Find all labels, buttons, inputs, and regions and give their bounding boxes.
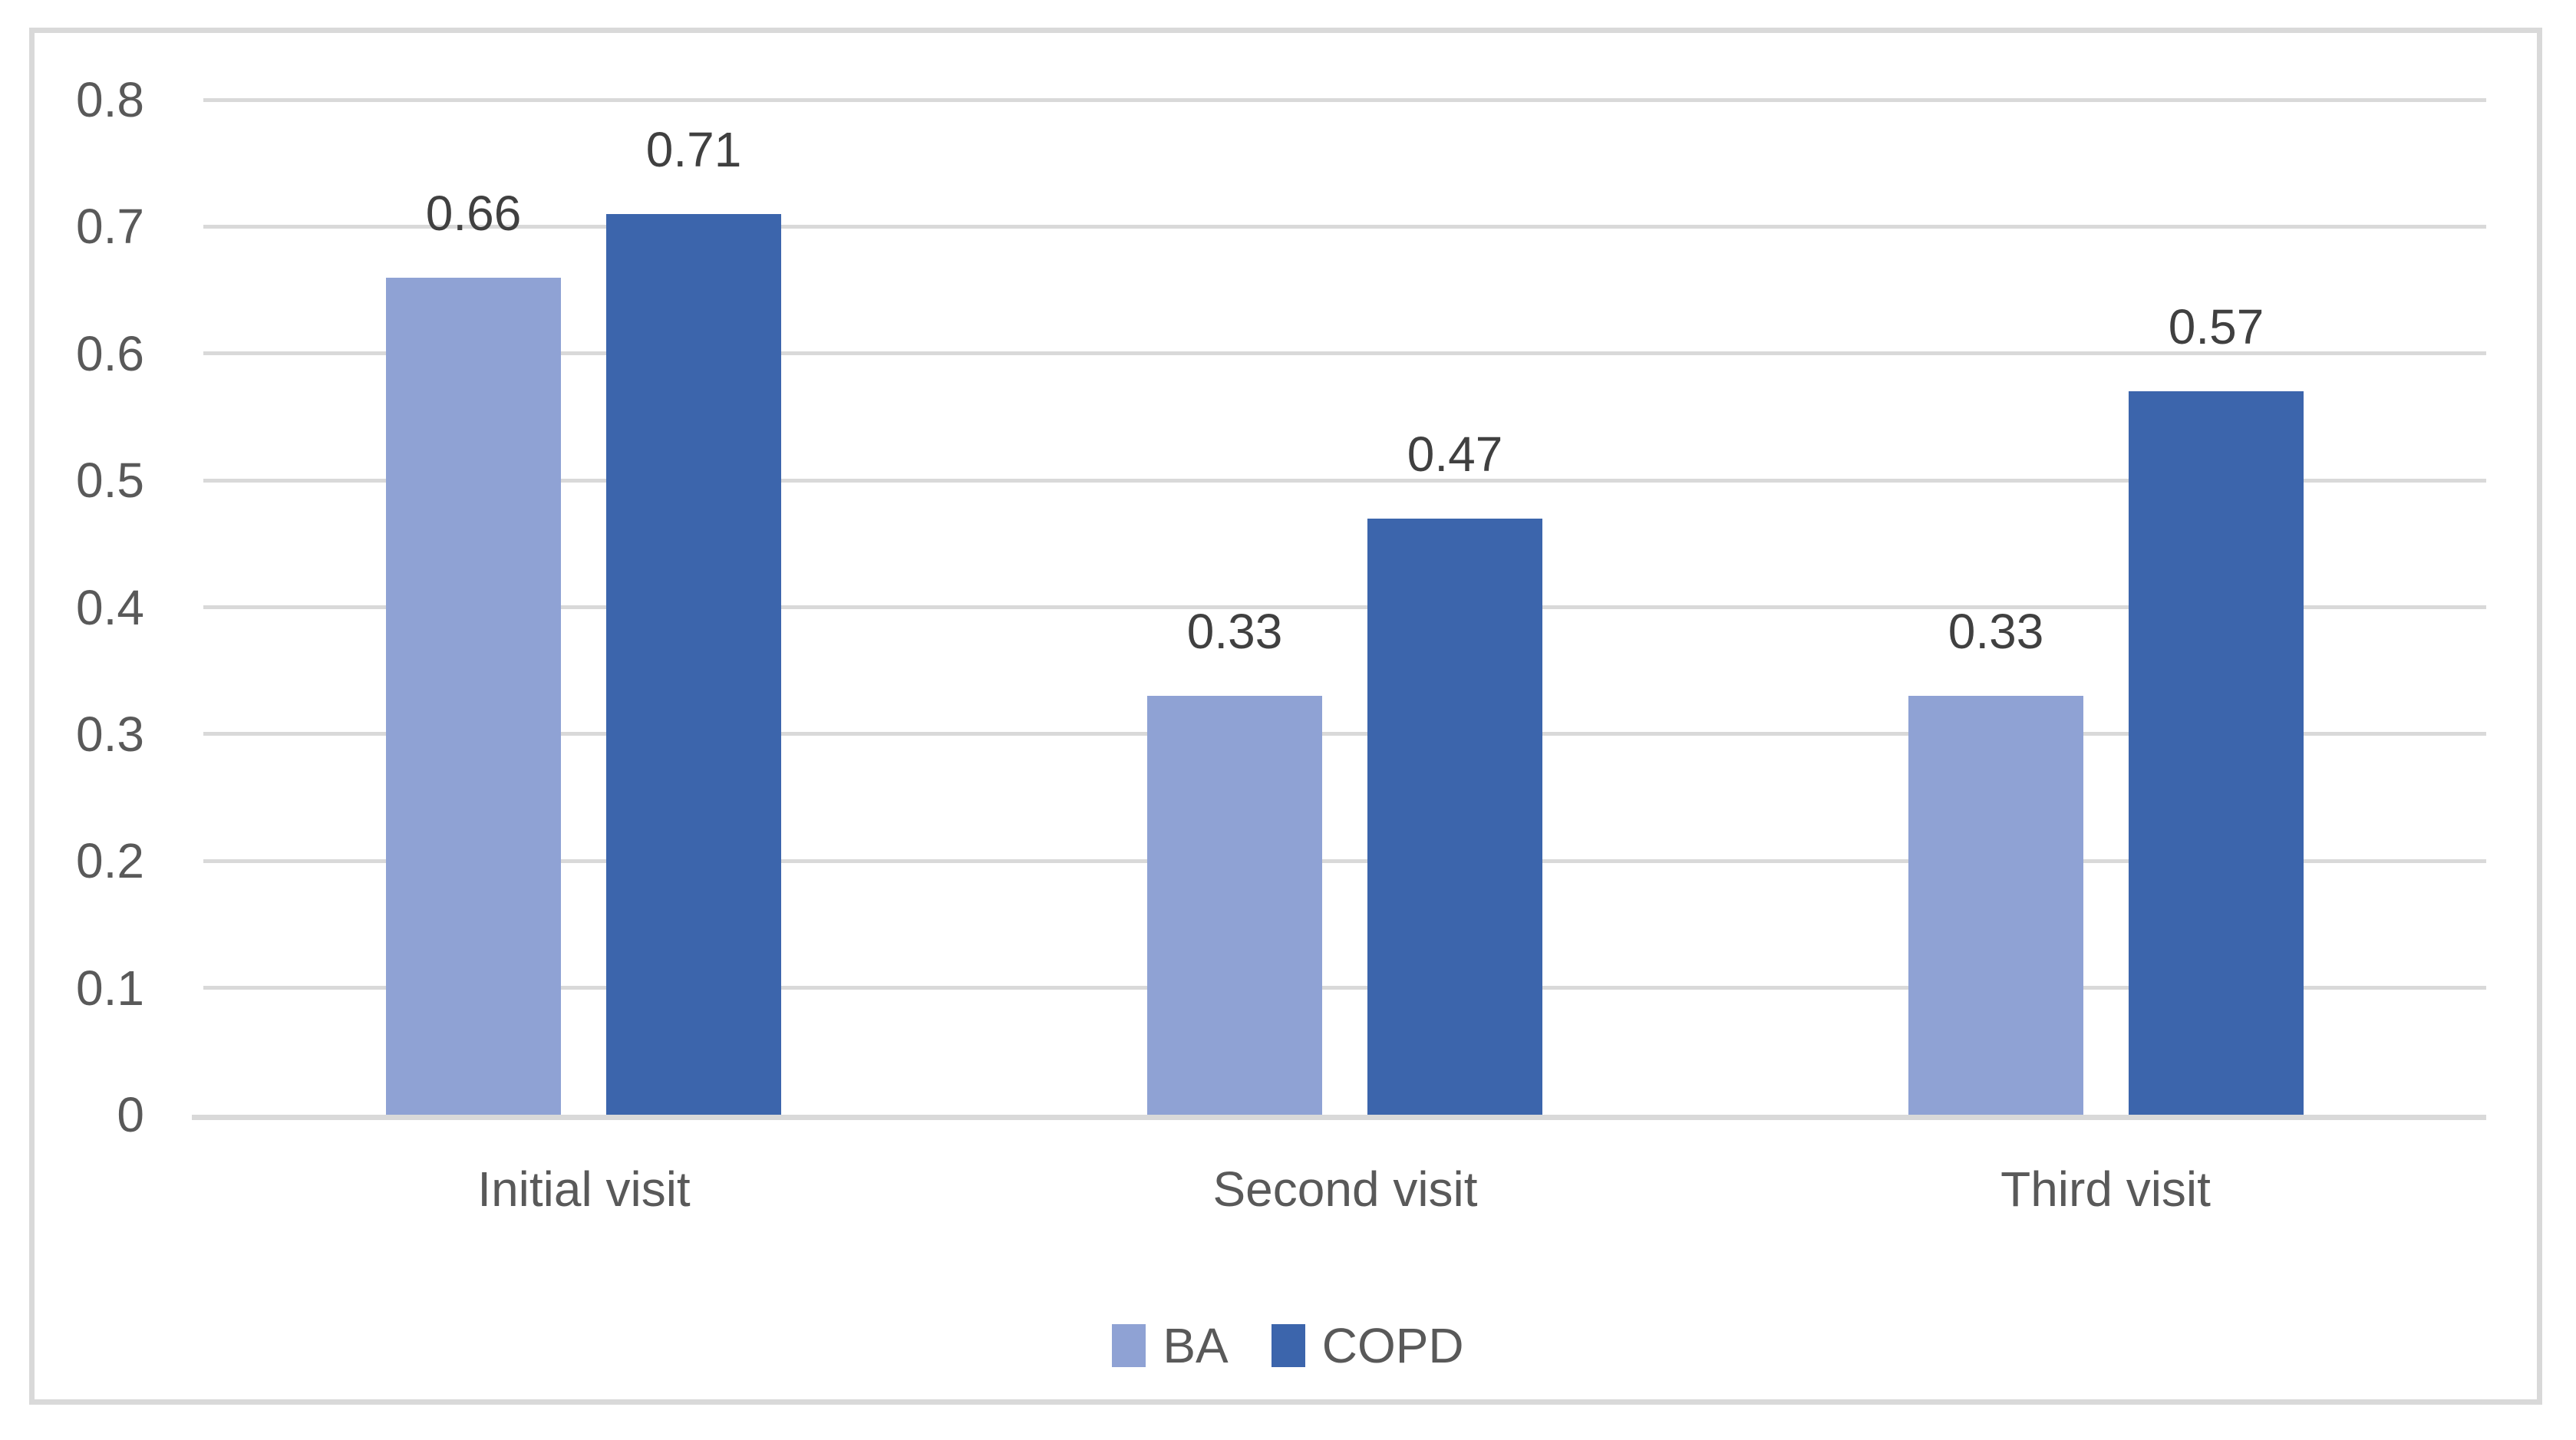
y-axis-tick-label: 0.5 <box>76 453 144 508</box>
y-axis-tick-label: 0.1 <box>76 961 144 1016</box>
data-label-ba-2: 0.33 <box>1186 604 1283 659</box>
legend-item-copd: COPD <box>1271 1318 1464 1373</box>
gridline <box>203 351 2486 355</box>
gridline <box>203 98 2486 102</box>
gridline <box>203 986 2486 990</box>
bar-ba-1 <box>386 278 561 1115</box>
y-axis-tick-label: 0.4 <box>76 580 144 635</box>
y-axis-tick-label: 0.7 <box>76 199 144 254</box>
gridline <box>203 859 2486 863</box>
gridline <box>203 605 2486 609</box>
bar-copd-2 <box>1367 519 1542 1115</box>
x-axis-category-label: Initial visit <box>477 1162 691 1217</box>
data-label-copd-1: 0.71 <box>645 122 742 177</box>
legend: BA COPD <box>0 1321 2576 1370</box>
bar-ba-2 <box>1147 696 1322 1115</box>
gridline <box>203 732 2486 736</box>
gridline <box>203 479 2486 483</box>
legend-label-ba: BA <box>1163 1318 1229 1373</box>
y-axis-tick-label: 0 <box>117 1087 144 1142</box>
y-axis-tick-label: 0.8 <box>76 72 144 127</box>
x-axis-category-label: Third visit <box>2000 1162 2211 1217</box>
bar-ba-3 <box>1908 696 2083 1115</box>
data-label-copd-2: 0.47 <box>1407 427 1503 482</box>
y-axis-tick-label: 0.3 <box>76 707 144 762</box>
data-label-copd-3: 0.57 <box>2168 299 2264 354</box>
data-label-ba-3: 0.33 <box>1948 604 2044 659</box>
x-axis-category-label: Second visit <box>1212 1162 1478 1217</box>
legend-swatch-ba <box>1112 1324 1146 1367</box>
bar-copd-3 <box>2129 391 2304 1115</box>
legend-item-ba: BA <box>1112 1318 1229 1373</box>
gridline <box>203 225 2486 229</box>
y-axis-tick-label: 0.2 <box>76 833 144 888</box>
x-axis-line <box>192 1115 2486 1120</box>
data-label-ba-1: 0.66 <box>425 186 522 241</box>
legend-label-copd: COPD <box>1321 1318 1464 1373</box>
y-axis-tick-label: 0.6 <box>76 326 144 381</box>
legend-swatch-copd <box>1271 1324 1305 1367</box>
bar-copd-1 <box>606 214 781 1115</box>
